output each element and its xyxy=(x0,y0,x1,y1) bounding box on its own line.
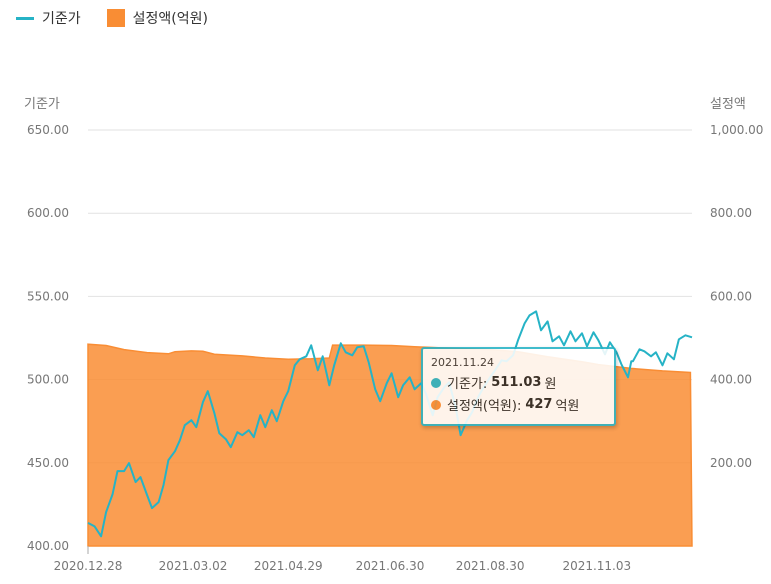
left-axis-title: 기준가 xyxy=(24,97,60,112)
tooltip-aum-label: 설정액(억원): xyxy=(447,399,522,414)
price-line xyxy=(87,310,693,538)
tooltip-price-row: 기준가: 511.03 원 xyxy=(431,373,606,392)
right-tick-label: 200.00 xyxy=(710,456,752,470)
left-tick-label: 400.00 xyxy=(27,539,69,553)
right-tick-label: 400.00 xyxy=(710,373,752,387)
left-tick-label: 550.00 xyxy=(27,289,69,303)
right-tick-label: 800.00 xyxy=(710,206,752,220)
left-tick-label: 500.00 xyxy=(27,373,69,387)
tooltip-price-label: 기준가: xyxy=(447,377,488,392)
tooltip-aum-dot xyxy=(431,399,441,410)
legend-price-label: 기준가 xyxy=(42,11,81,27)
left-tick-label: 600.00 xyxy=(27,206,69,220)
x-tick-label: 2021.06.30 xyxy=(356,559,425,573)
left-axis-ticks: 650.00 600.00 550.00 500.00 450.00 400.00 xyxy=(27,123,69,553)
right-axis-ticks: 1,000.00 800.00 600.00 400.00 200.00 xyxy=(710,123,763,470)
tooltip-date: 2021.11.24 xyxy=(431,356,494,369)
right-axis-title: 설정액 xyxy=(710,97,746,112)
tooltip-price-value: 511.03 xyxy=(491,375,542,390)
legend-item-aum[interactable]: 설정액(억원) xyxy=(106,8,208,28)
right-tick-label: 1,000.00 xyxy=(710,123,763,137)
x-tick-label: 2021.03.02 xyxy=(159,559,228,573)
tooltip-price-dot xyxy=(431,377,441,388)
price-line-layer xyxy=(87,310,693,538)
tooltip-aum-row: 설정액(억원): 427 억원 xyxy=(431,395,606,414)
legend: 기준가 설정액(억원) xyxy=(16,8,234,28)
legend-aum-label: 설정액(억원) xyxy=(132,11,208,27)
tooltip-aum-value: 427 xyxy=(525,397,553,412)
right-tick-label: 600.00 xyxy=(710,289,752,303)
x-tick-label: 2020.12.28 xyxy=(54,559,123,573)
x-tick-label: 2021.08.30 xyxy=(456,559,525,573)
left-tick-label: 650.00 xyxy=(27,123,69,137)
left-tick-label: 450.00 xyxy=(27,456,69,470)
legend-item-price[interactable]: 기준가 xyxy=(16,8,81,28)
tooltip-aum-unit: 억원 xyxy=(555,399,580,414)
x-axis-ticks: 2020.12.28 2021.03.02 2021.04.29 2021.06.30… xyxy=(54,559,632,573)
legend-aum-swatch xyxy=(106,9,125,27)
tooltip-price-unit: 원 xyxy=(544,377,557,392)
x-tick-label: 2021.04.29 xyxy=(254,559,323,573)
tooltip: 2021.11.24 기준가: 511.03 원 설정액(억원): 427 억원 xyxy=(421,347,616,426)
legend-price-swatch xyxy=(16,16,34,20)
x-tick-label: 2021.11.03 xyxy=(562,559,631,573)
